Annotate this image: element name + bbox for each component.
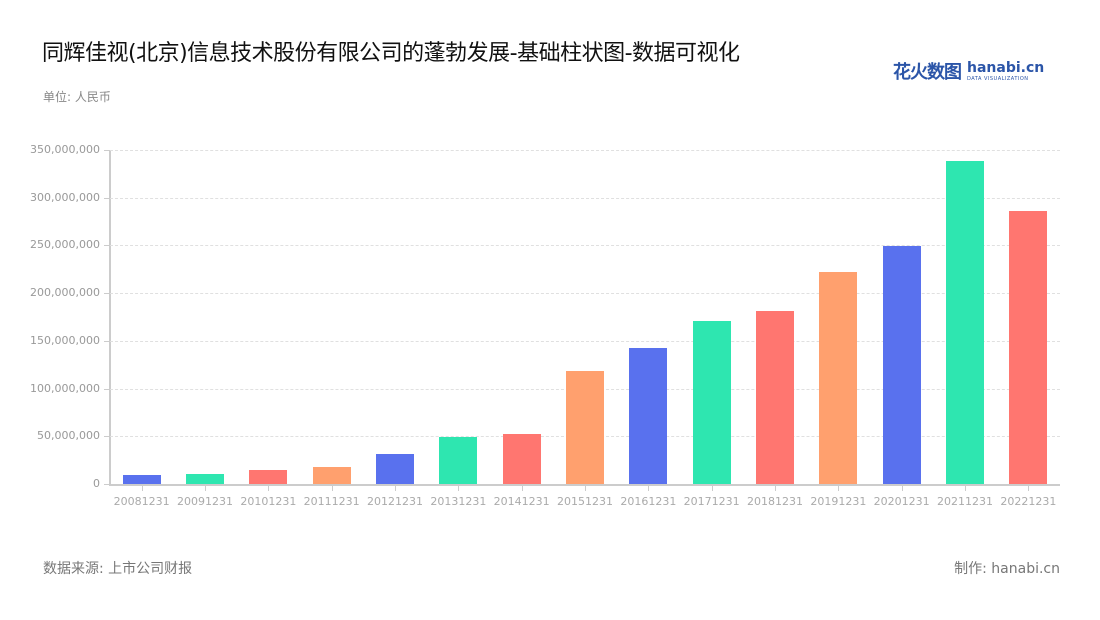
- x-tick-mark: [268, 486, 270, 491]
- bar-20191231[interactable]: [819, 272, 858, 484]
- x-tick-mark: [205, 486, 206, 491]
- y-tick-label: 100,000,000: [30, 381, 100, 395]
- bar-20131231[interactable]: [439, 437, 478, 484]
- x-tick-mark: [711, 486, 713, 491]
- x-tick-label: 20191231: [810, 495, 867, 508]
- bar-20091231[interactable]: [186, 474, 224, 484]
- bar-20151231[interactable]: [566, 371, 604, 484]
- x-tick-label: 20221231: [1000, 495, 1057, 508]
- bar-20101231[interactable]: [249, 469, 288, 484]
- x-tick-mark: [838, 486, 840, 491]
- y-tick-label: 50,000,000: [37, 429, 100, 443]
- x-axis: [109, 484, 1060, 486]
- x-tick-label: 20161231: [620, 495, 677, 508]
- y-tick-mark: [104, 340, 110, 342]
- x-tick-label: 20141231: [493, 495, 550, 508]
- data-source: 数据来源: 上市公司财报: [43, 561, 193, 577]
- y-tick-label: 150,000,000: [30, 333, 100, 347]
- unit-label: 单位: 人民币: [43, 90, 111, 104]
- bar-20161231[interactable]: [629, 347, 668, 484]
- grid-line: [110, 340, 1060, 342]
- bar-20081231[interactable]: [122, 475, 161, 484]
- x-tick-mark: [331, 486, 333, 491]
- y-tick-mark: [104, 245, 110, 247]
- y-tick-mark: [104, 484, 110, 485]
- bar-20201231[interactable]: [882, 246, 921, 484]
- y-tick-mark: [104, 150, 110, 151]
- x-tick-mark: [585, 486, 586, 491]
- bar-20141231[interactable]: [502, 434, 541, 484]
- x-tick-label: 20151231: [557, 495, 613, 508]
- x-tick-label: 20171231: [683, 495, 740, 508]
- logo-cn-text: 花火数图: [893, 62, 962, 83]
- x-tick-label: 20091231: [177, 495, 233, 508]
- credit: 制作: hanabi.cn: [954, 561, 1060, 577]
- x-tick-label: 20201231: [873, 495, 930, 508]
- bar-20111231[interactable]: [312, 466, 351, 484]
- logo-en-text: hanabi.cn: [967, 59, 1045, 76]
- x-tick-label: 20131231: [430, 495, 487, 508]
- x-tick-mark: [458, 486, 460, 491]
- x-tick-mark: [521, 486, 523, 491]
- x-tick-label: 20181231: [747, 495, 803, 508]
- bar-20171231[interactable]: [692, 320, 731, 484]
- y-tick-mark: [104, 436, 110, 438]
- y-tick-label: 0: [93, 477, 100, 490]
- bar-20211231[interactable]: [946, 161, 984, 484]
- x-tick-mark: [965, 486, 966, 491]
- x-tick-mark: [901, 486, 903, 491]
- bar-20181231[interactable]: [756, 311, 794, 484]
- y-tick-mark: [104, 388, 110, 390]
- x-tick-mark: [141, 486, 143, 491]
- x-tick-mark: [648, 486, 650, 491]
- y-tick-label: 300,000,000: [30, 190, 100, 204]
- grid-line: [110, 150, 1060, 151]
- grid-line: [110, 293, 1060, 295]
- x-tick-label: 20101231: [240, 495, 297, 508]
- bar-20121231[interactable]: [376, 454, 414, 484]
- x-tick-label: 20121231: [367, 495, 423, 508]
- y-tick-label: 250,000,000: [30, 238, 100, 252]
- hanabi-logo: 花火数图 hanabi.cn DATA VISUALIZATION: [893, 58, 1044, 84]
- y-axis: [109, 150, 111, 485]
- x-tick-label: 20111231: [303, 495, 360, 508]
- bar-20221231[interactable]: [1009, 211, 1048, 484]
- x-tick-label: 20081231: [113, 495, 170, 508]
- x-tick-mark: [395, 486, 396, 491]
- x-tick-label: 20211231: [937, 495, 993, 508]
- x-tick-mark: [775, 486, 776, 491]
- logo-en-block: hanabi.cn DATA VISUALIZATION: [967, 61, 1044, 82]
- grid-line: [110, 245, 1060, 247]
- y-tick-label: 350,000,000: [30, 143, 100, 156]
- logo-tagline: DATA VISUALIZATION: [967, 75, 1029, 82]
- grid-line: [110, 197, 1060, 199]
- y-tick-mark: [104, 197, 110, 199]
- chart-title: 同辉佳视(北京)信息技术股份有限公司的蓬勃发展-基础柱状图-数据可视化: [42, 41, 740, 66]
- y-tick-mark: [104, 293, 110, 295]
- x-tick-mark: [1028, 486, 1030, 491]
- y-tick-label: 200,000,000: [30, 286, 100, 300]
